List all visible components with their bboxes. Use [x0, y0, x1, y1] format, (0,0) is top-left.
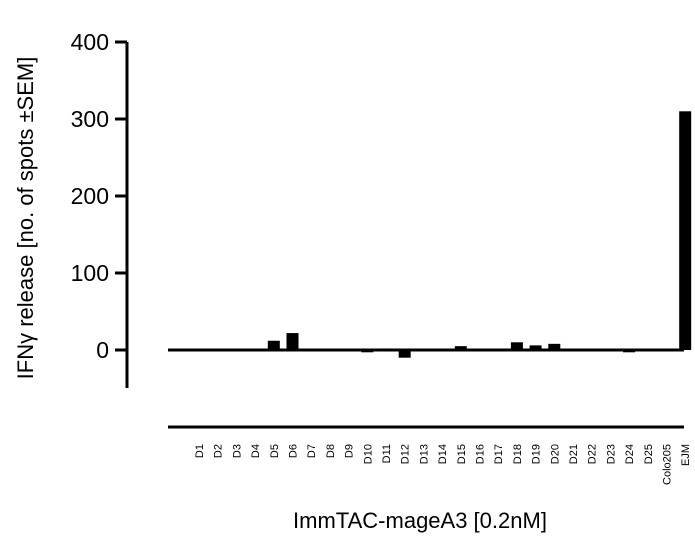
x-category-label: D4	[250, 444, 262, 458]
bar-EJM	[679, 111, 692, 350]
bars	[267, 111, 692, 358]
x-category-label: D12	[400, 444, 412, 464]
x-category-label: D16	[475, 444, 487, 464]
x-category-label: D15	[456, 444, 468, 464]
x-category-label: D7	[306, 444, 318, 458]
y-tick-label: 400	[71, 29, 109, 55]
x-category-label: D21	[568, 444, 580, 464]
bar-D18	[510, 342, 523, 350]
bar-D20	[548, 343, 561, 350]
x-category-label: D11	[381, 444, 393, 463]
bar-D6	[286, 333, 299, 350]
bar-D15	[454, 346, 467, 350]
x-category-label: D19	[531, 444, 543, 464]
x-category-label: EJM	[680, 444, 692, 466]
y-ticks: 0 100 200 300 400	[71, 29, 127, 363]
y-tick-label: 100	[71, 260, 109, 286]
x-category-label: D24	[624, 444, 636, 464]
bar-D12	[398, 350, 411, 358]
x-category-label: D17	[493, 444, 505, 464]
x-category-label: D1	[194, 444, 206, 458]
bar-D19	[529, 345, 542, 350]
x-category-label: D9	[344, 444, 356, 458]
x-category-label: D3	[231, 444, 243, 458]
x-category-label: D5	[269, 444, 281, 458]
y-tick-label: 300	[71, 106, 109, 132]
x-category-label: D23	[605, 444, 617, 464]
bar-D5	[267, 340, 280, 350]
x-category-label: D14	[437, 444, 449, 464]
x-category-label: D20	[549, 444, 561, 464]
x-category-label: D18	[512, 444, 524, 464]
x-category-label: Colo205	[662, 444, 674, 485]
bar-D24	[623, 350, 636, 353]
y-tick-label: 200	[71, 183, 109, 209]
x-category-label: D25	[643, 444, 655, 464]
category-labels: D1 D2 D3 D4 D5 D6 D7 D8 D9 D10 D11 D12 D13 D14 D15 D16 D…	[194, 444, 692, 485]
x-category-label: D10	[362, 444, 374, 464]
x-category-label: D6	[288, 444, 300, 458]
x-axis-title: ImmTAC-mageA3 [0.2nM]	[293, 508, 547, 533]
y-axis-title: IFNγ release [no. of spots ±SEM]	[13, 57, 38, 380]
y-tick-label: 0	[96, 337, 109, 363]
x-category-label: D13	[418, 444, 430, 464]
x-category-label: D22	[587, 444, 599, 464]
x-category-label: D2	[213, 444, 225, 458]
x-category-label: D8	[325, 444, 337, 458]
bar-D10	[361, 350, 374, 353]
bar-D11	[380, 348, 392, 350]
